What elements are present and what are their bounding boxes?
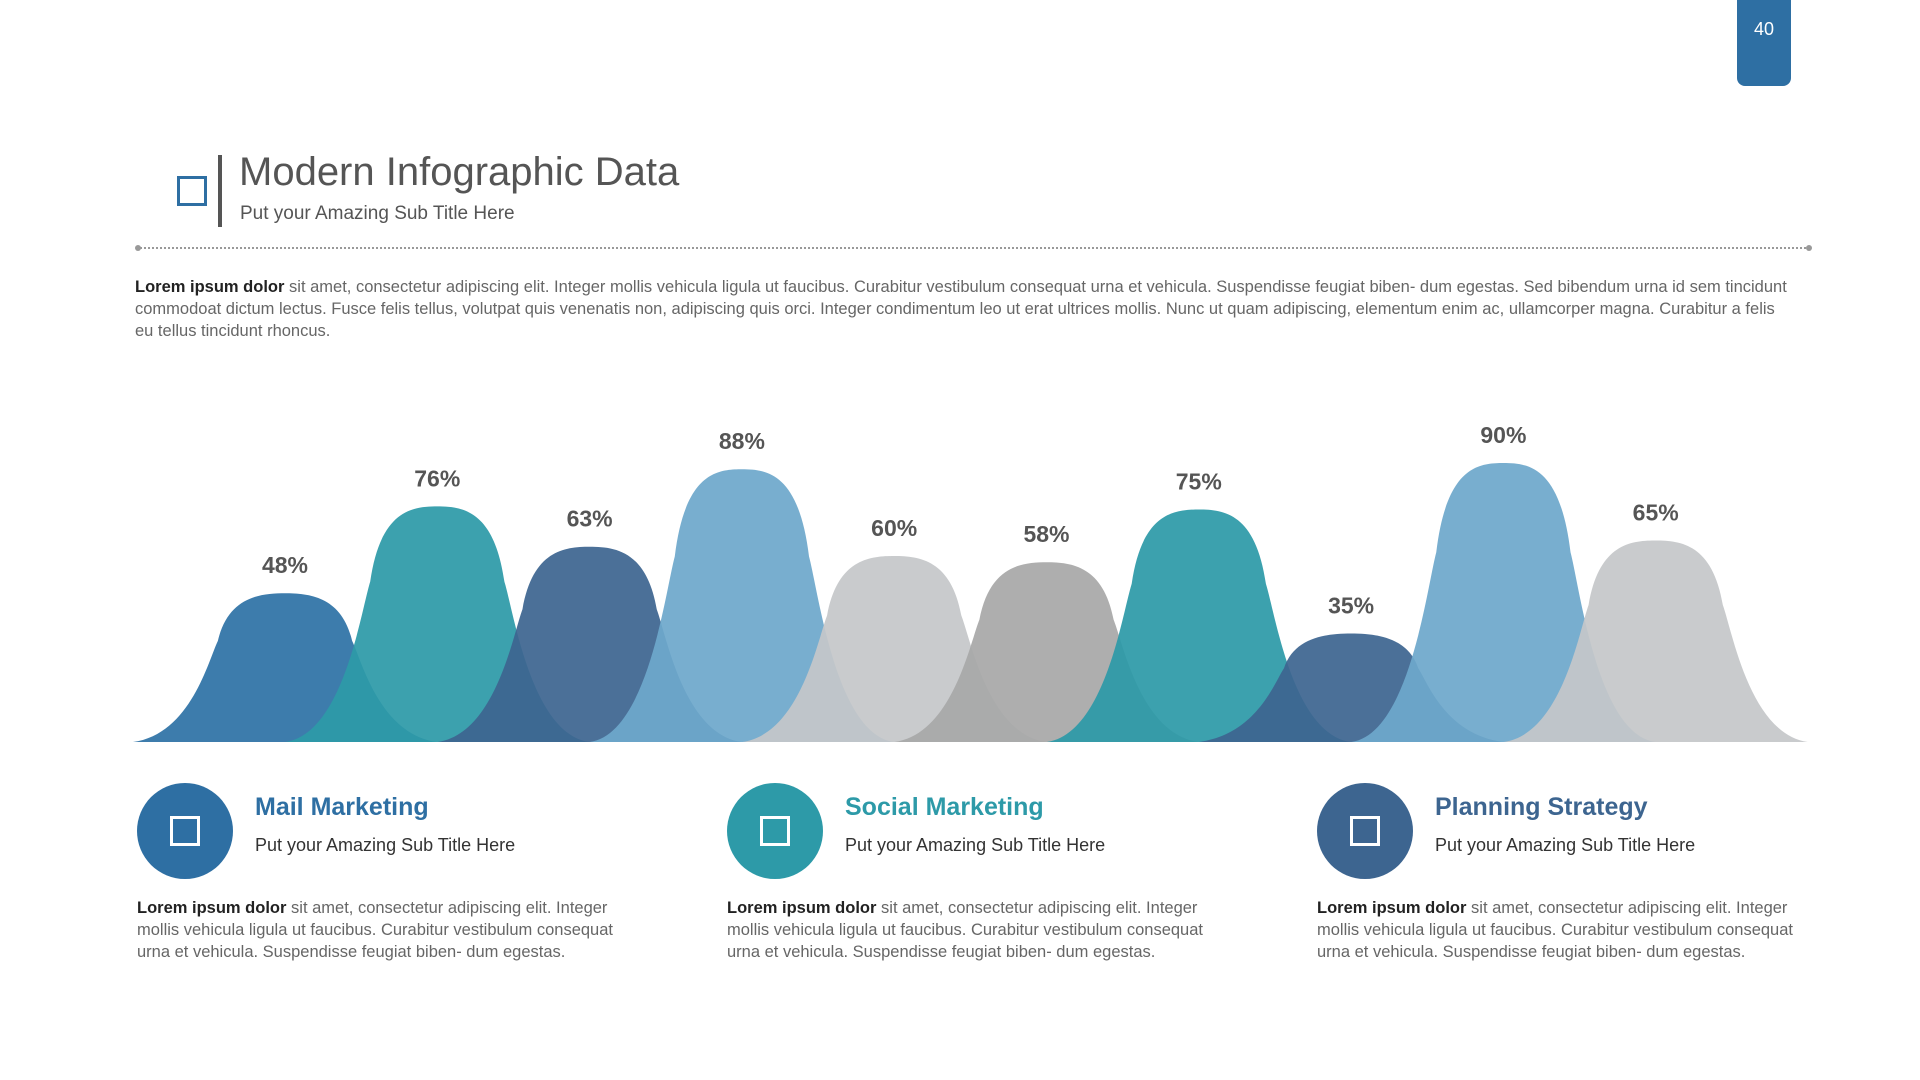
peak-label-5: 60% [871,515,917,541]
card-text-bold: Lorem ipsum dolor [137,899,287,917]
card-text: Lorem ipsum dolor sit amet, consectetur … [1317,897,1807,963]
card-circle [137,783,233,879]
card-subtitle: Put your Amazing Sub Title Here [1435,835,1696,855]
card-text-body: sit amet, consectetur adipiscing elit. I… [137,899,613,961]
card-text: Lorem ipsum dolor sit amet, consectetur … [727,897,1217,963]
intro-text: sit amet, consectetur adipiscing elit. I… [135,278,1787,340]
card-planning-strategy: Planning Strategy Put your Amazing Sub T… [1317,783,1817,1003]
square-icon [170,816,200,846]
peak-label-6: 58% [1023,521,1069,547]
title-divider-bar [218,155,222,227]
dotted-divider [135,245,1812,251]
card-text-bold: Lorem ipsum dolor [1317,899,1467,917]
card-text-body: sit amet, consectetur adipiscing elit. I… [1317,899,1793,961]
peak-label-4: 88% [719,428,765,454]
intro-bold: Lorem ipsum dolor [135,278,285,296]
page-number: 40 [1753,19,1775,39]
peak-label-10: 65% [1633,500,1679,526]
peak-label-1: 48% [262,552,308,578]
page-title: Modern Infographic Data [239,150,680,194]
card-text-bold: Lorem ipsum dolor [727,899,877,917]
peak-10 [1503,540,1808,742]
card-circle [727,783,823,879]
peak-label-7: 75% [1176,469,1222,495]
intro-paragraph: Lorem ipsum dolor sit amet, consectetur … [135,276,1795,342]
peak-label-3: 63% [567,506,613,532]
square-icon [760,816,790,846]
card-social-marketing: Social Marketing Put your Amazing Sub Ti… [727,783,1227,1003]
card-text-body: sit amet, consectetur adipiscing elit. I… [727,899,1203,961]
peaks-chart: 48% 76% 63% 88% 60% 58% 75% 35% 90% 65% [133,422,1808,742]
card-subtitle: Put your Amazing Sub Title Here [845,835,1106,855]
card-text: Lorem ipsum dolor sit amet, consectetur … [137,897,627,963]
card-title: Social Marketing [845,793,1044,821]
peak-label-9: 90% [1480,422,1526,448]
page-number-badge: 40 [1737,0,1791,86]
title-square-icon [177,176,207,206]
card-circle [1317,783,1413,879]
square-icon [1350,816,1380,846]
card-subtitle: Put your Amazing Sub Title Here [255,835,516,855]
peak-label-8: 35% [1328,593,1374,619]
card-mail-marketing: Mail Marketing Put your Amazing Sub Titl… [137,783,637,1003]
card-title: Planning Strategy [1435,793,1648,821]
peak-label-2: 76% [414,465,460,491]
card-title: Mail Marketing [255,793,429,821]
page-subtitle: Put your Amazing Sub Title Here [240,203,515,224]
peak-7 [1046,509,1351,742]
